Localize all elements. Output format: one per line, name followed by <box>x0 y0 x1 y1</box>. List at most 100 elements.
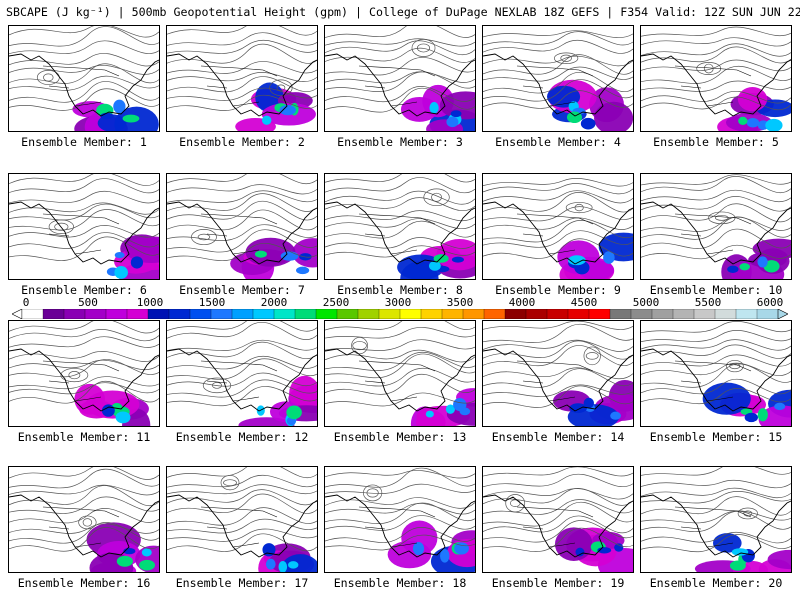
colorbar-swatch <box>756 309 779 319</box>
ensemble-map <box>325 174 475 279</box>
ensemble-panel <box>640 466 792 573</box>
colorbar-swatch <box>651 309 674 319</box>
colorbar-swatch <box>210 309 233 319</box>
ensemble-map <box>325 321 475 426</box>
colorbar-swatch <box>462 309 485 319</box>
colorbar-swatch <box>588 309 611 319</box>
colorbar-tick-label: 6000 <box>756 296 784 309</box>
colorbar-swatch <box>315 309 338 319</box>
ensemble-member-label: Ensemble Member: 15 <box>649 430 783 444</box>
ensemble-panel <box>324 173 476 280</box>
ensemble-member-label: Ensemble Member: 19 <box>491 576 625 590</box>
ensemble-panel <box>324 25 476 132</box>
colorbar-tick-label: 2500 <box>322 296 350 309</box>
colorbar-tick-label: 4500 <box>570 296 598 309</box>
colorbar-swatch <box>630 309 653 319</box>
colorbar-swatch <box>42 309 65 319</box>
ensemble-map <box>167 321 317 426</box>
ensemble-panel <box>166 320 318 427</box>
ensemble-map <box>483 467 633 572</box>
ensemble-member-label: Ensemble Member: 18 <box>333 576 467 590</box>
ensemble-map <box>9 321 159 426</box>
ensemble-member-label: Ensemble Member: 1 <box>21 135 147 149</box>
colorbar-swatch <box>126 309 149 319</box>
ensemble-member-label: Ensemble Member: 9 <box>495 283 621 297</box>
colorbar-swatch <box>609 309 632 319</box>
colorbar-swatch <box>441 309 464 319</box>
colorbar-swatch <box>420 309 443 319</box>
colorbar-swatch <box>378 309 401 319</box>
ensemble-panel <box>482 320 634 427</box>
colorbar-swatch <box>231 309 254 319</box>
ensemble-map <box>167 174 317 279</box>
colorbar-swatch <box>189 309 212 319</box>
ensemble-member-label: Ensemble Member: 2 <box>179 135 305 149</box>
colorbar-swatch <box>714 309 737 319</box>
ensemble-panel <box>640 320 792 427</box>
ensemble-member-label: Ensemble Member: 7 <box>179 283 305 297</box>
ensemble-panel <box>166 173 318 280</box>
ensemble-member-label: Ensemble Member: 4 <box>495 135 621 149</box>
ensemble-panel <box>8 466 160 573</box>
page-title: SBCAPE (J kg⁻¹) | 500mb Geopotential Hei… <box>6 5 800 19</box>
colorbar-tick-label: 3000 <box>384 296 412 309</box>
ensemble-panel <box>8 173 160 280</box>
colorbar-swatch <box>567 309 590 319</box>
ensemble-map <box>167 467 317 572</box>
ensemble-member-label: Ensemble Member: 6 <box>21 283 147 297</box>
colorbar-tick-label: 0 <box>22 296 30 309</box>
colorbar-tick-label: 5500 <box>694 296 722 309</box>
ensemble-member-label: Ensemble Member: 12 <box>175 430 309 444</box>
colorbar-swatch <box>294 309 317 319</box>
cape-colorbar <box>12 309 788 319</box>
ensemble-map <box>641 174 791 279</box>
colorbar-swatch <box>546 309 569 319</box>
ensemble-panel <box>482 25 634 132</box>
colorbar-swatch <box>168 309 191 319</box>
colorbar-tick-label: 500 <box>78 296 98 309</box>
ensemble-panel <box>324 320 476 427</box>
colorbar-tick-label: 1000 <box>136 296 164 309</box>
ensemble-panel <box>166 466 318 573</box>
colorbar-swatch <box>84 309 107 319</box>
ensemble-map <box>9 467 159 572</box>
colorbar-tick-label: 4000 <box>508 296 536 309</box>
colorbar-swatch <box>336 309 359 319</box>
ensemble-panel <box>324 466 476 573</box>
ensemble-member-label: Ensemble Member: 20 <box>649 576 783 590</box>
colorbar-swatch <box>357 309 380 319</box>
ensemble-map <box>641 321 791 426</box>
ensemble-map <box>483 321 633 426</box>
ensemble-map <box>483 30 633 131</box>
colorbar-swatch <box>273 309 296 319</box>
colorbar-swatch <box>504 309 527 319</box>
colorbar-max-arrow <box>777 309 788 319</box>
ensemble-member-label: Ensemble Member: 5 <box>653 135 779 149</box>
colorbar-swatch <box>735 309 758 319</box>
colorbar-swatch <box>483 309 506 319</box>
ensemble-member-label: Ensemble Member: 17 <box>175 576 309 590</box>
colorbar-tick-label: 3500 <box>446 296 474 309</box>
colorbar-swatch <box>147 309 170 319</box>
ensemble-member-label: Ensemble Member: 3 <box>337 135 463 149</box>
ensemble-map <box>483 178 633 279</box>
colorbar-swatch <box>399 309 422 319</box>
colorbar-swatch <box>672 309 695 319</box>
ensemble-member-label: Ensemble Member: 14 <box>491 430 625 444</box>
colorbar-swatch <box>693 309 716 319</box>
ensemble-panel <box>640 173 792 280</box>
ensemble-panel <box>482 173 634 280</box>
ensemble-map <box>325 467 475 572</box>
ensemble-member-label: Ensemble Member: 11 <box>17 430 151 444</box>
colorbar-tick-label: 2000 <box>260 296 288 309</box>
colorbar-swatch <box>105 309 128 319</box>
ensemble-member-label: Ensemble Member: 8 <box>337 283 463 297</box>
colorbar-swatch <box>252 309 275 319</box>
ensemble-map <box>325 26 475 131</box>
ensemble-map <box>641 26 791 131</box>
colorbar-min-arrow <box>12 309 23 319</box>
ensemble-panel <box>8 320 160 427</box>
colorbar-tick-label: 5000 <box>632 296 660 309</box>
colorbar-swatch <box>525 309 548 319</box>
ensemble-member-label: Ensemble Member: 13 <box>333 430 467 444</box>
